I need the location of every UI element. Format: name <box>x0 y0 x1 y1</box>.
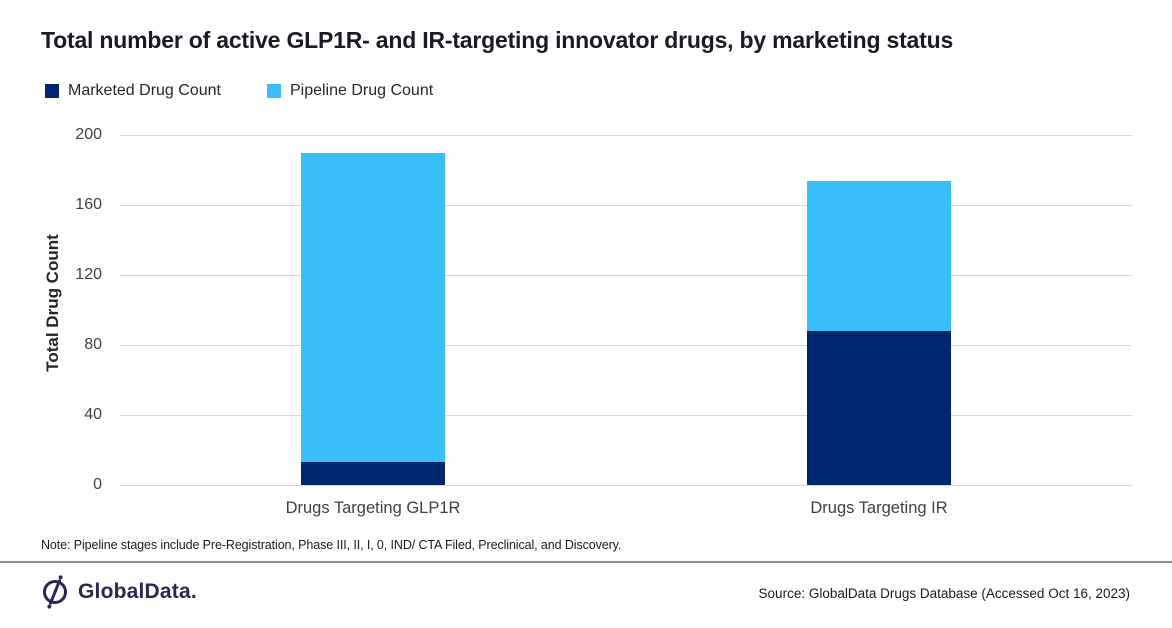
stacked-bar <box>807 180 951 485</box>
bar-segment-pipeline <box>807 180 951 331</box>
legend: Marketed Drug Count Pipeline Drug Count <box>45 82 433 100</box>
gridline <box>120 415 1132 416</box>
gridline <box>120 485 1132 486</box>
gridline <box>120 205 1132 206</box>
x-category-label: Drugs Targeting GLP1R <box>285 499 461 517</box>
y-tick-label: 120 <box>75 266 102 283</box>
bar-segment-marketed <box>807 331 951 485</box>
marketed-swatch-icon <box>45 84 59 98</box>
footnote: Note: Pipeline stages include Pre-Regist… <box>41 538 622 552</box>
legend-item-marketed: Marketed Drug Count <box>45 82 221 100</box>
y-tick-label: 0 <box>93 476 102 493</box>
globaldata-logo-text: GlobalData. <box>78 580 197 603</box>
x-category-label: Drugs Targeting IR <box>810 499 948 517</box>
gridline <box>120 275 1132 276</box>
bar-segment-pipeline <box>301 152 445 463</box>
legend-label-pipeline: Pipeline Drug Count <box>289 82 434 99</box>
legend-item-pipeline: Pipeline Drug Count <box>266 82 434 100</box>
y-tick-label: 160 <box>75 196 102 213</box>
gridline <box>120 345 1132 346</box>
source-text: Source: GlobalData Drugs Database (Acces… <box>758 586 1130 601</box>
chart-title: Total number of active GLP1R- and IR-tar… <box>41 27 954 53</box>
y-tick-label: 200 <box>75 126 102 143</box>
footer-divider <box>0 561 1172 563</box>
legend-label-marketed: Marketed Drug Count <box>68 82 221 99</box>
stacked-bar <box>301 152 445 485</box>
globaldata-mark-icon <box>43 575 67 609</box>
gridline <box>120 135 1132 136</box>
y-tick-label: 80 <box>84 336 102 353</box>
pipeline-swatch-icon <box>266 84 281 98</box>
globaldata-logo: GlobalData. <box>40 574 197 610</box>
plot-area <box>120 135 1132 486</box>
y-tick-label: 40 <box>84 406 102 423</box>
bar-segment-marketed <box>301 462 445 485</box>
